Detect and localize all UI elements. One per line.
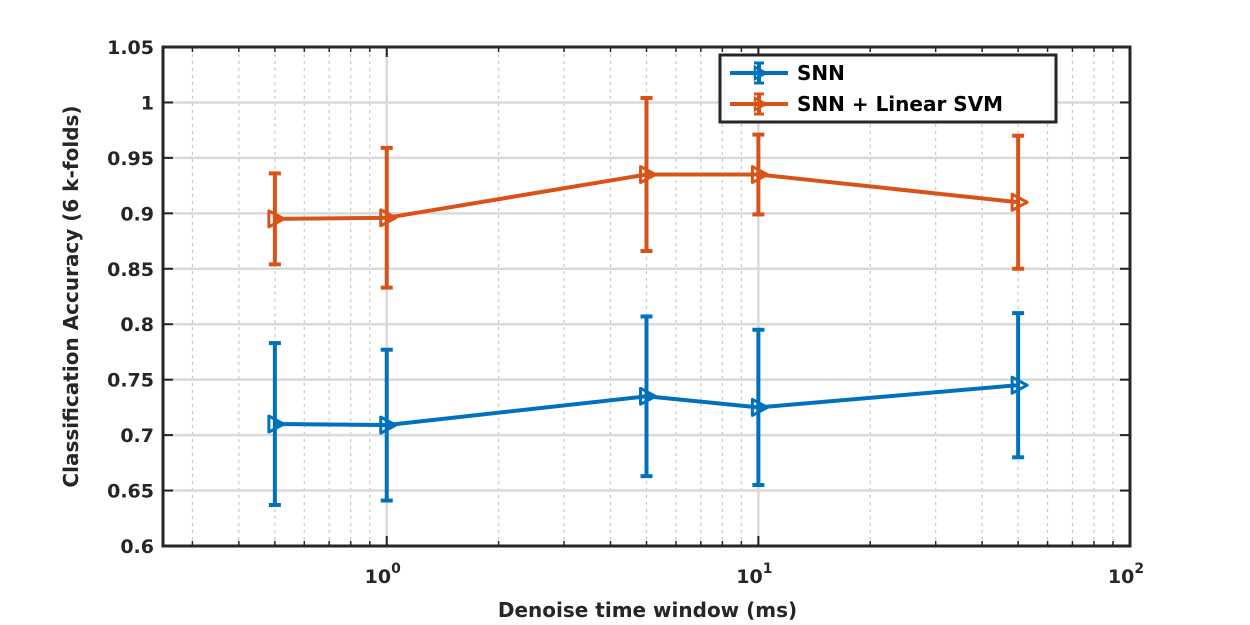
data-point-marker: [1010, 192, 1029, 212]
y-tick-label: 1.05: [107, 37, 154, 59]
y-tick-label: 0.75: [107, 370, 154, 392]
data-point-marker: [750, 165, 769, 185]
axis-ticks: 100 101 102 0.6 0.65 0.7 0.75 0.8 0.85 0.9 0.95 1 1.…: [107, 37, 1144, 588]
series-1: [267, 311, 1029, 507]
x-tick-label: 101: [736, 561, 772, 588]
legend-marker-swatch: [753, 64, 769, 82]
y-tick-label: 0.8: [120, 314, 154, 336]
legend-marker-swatch: [753, 95, 769, 113]
x-tick-label: 102: [1108, 561, 1144, 588]
data-point-marker: [750, 397, 769, 417]
y-tick-label: 0.85: [107, 259, 154, 281]
y-tick-label: 0.65: [107, 481, 154, 503]
data-point-marker: [379, 208, 398, 228]
data-point-marker: [639, 165, 657, 185]
legend-box: [718, 53, 1058, 124]
y-tick-label: 0.9: [120, 203, 154, 225]
y-tick-label: 0.7: [120, 425, 154, 447]
data-point-marker: [267, 414, 286, 434]
legend-label: SNN: [797, 61, 845, 85]
x-tick-label: 100: [365, 561, 401, 588]
data-point-marker: [267, 209, 286, 229]
data-point-marker: [639, 386, 657, 406]
legend: SNN SNN + Linear SVM: [718, 53, 1058, 124]
series-2: [267, 96, 1029, 290]
legend-label: SNN + Linear SVM: [797, 92, 1003, 116]
y-tick-label: 0.6: [120, 536, 154, 558]
data-point-marker: [379, 415, 398, 435]
y-tick-label: 1: [141, 92, 154, 114]
x-axis-label: Denoise time window (ms): [498, 598, 797, 622]
y-tick-label: 0.95: [107, 148, 154, 170]
y-axis-label: Classification Accuracy (6 k-folds): [59, 105, 83, 487]
series-layer: [267, 96, 1029, 507]
data-point-marker: [1010, 375, 1029, 395]
